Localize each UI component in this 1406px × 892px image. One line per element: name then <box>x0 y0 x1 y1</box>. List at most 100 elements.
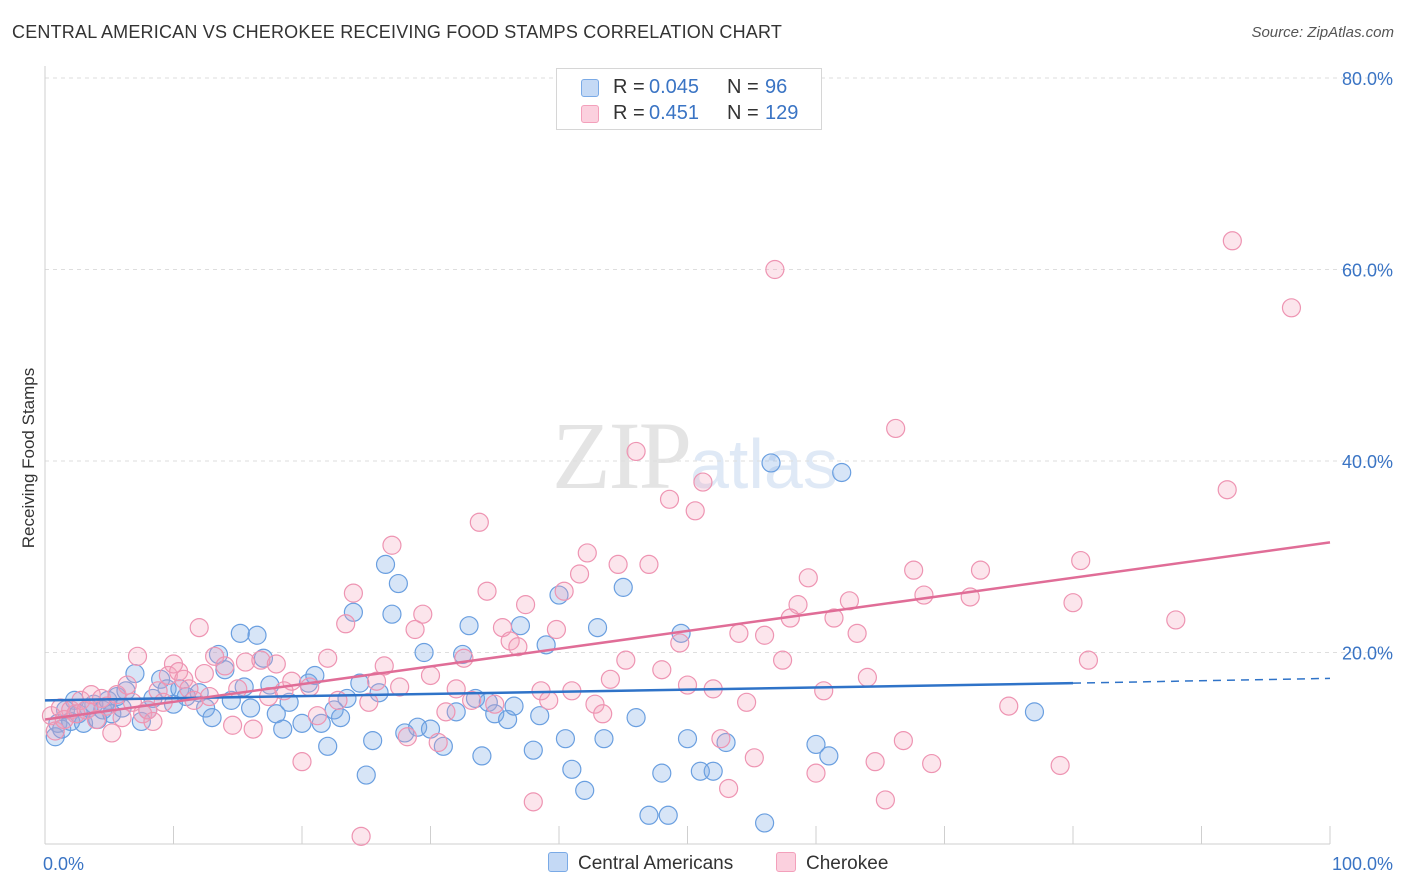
point-cherokee-32 <box>205 646 225 666</box>
legend-r-label: R = <box>613 102 645 124</box>
point-cherokee-65 <box>469 512 489 532</box>
point-cherokee-90 <box>677 675 698 695</box>
point-central-americans-32 <box>230 623 250 643</box>
point-cherokee-74 <box>539 690 559 710</box>
point-cherokee-127 <box>1222 231 1242 251</box>
point-cherokee-124 <box>1078 650 1099 670</box>
chart-title: CENTRAL AMERICAN VS CHEROKEE RECEIVING F… <box>12 22 783 42</box>
point-central-americans-62 <box>446 702 466 722</box>
point-cherokee-23 <box>158 665 178 686</box>
trend-line-cherokee <box>44 541 1331 721</box>
series-cherokee <box>41 231 1302 846</box>
point-cherokee-89 <box>670 633 690 653</box>
point-cherokee-94 <box>711 729 731 749</box>
trend-line-central-americans-extension <box>1072 677 1331 684</box>
point-central-americans-93 <box>806 734 826 755</box>
legend-n-label: N = <box>727 76 759 98</box>
point-cherokee-101 <box>772 650 793 670</box>
point-central-americans-40 <box>279 692 299 712</box>
point-cherokee-35 <box>228 679 248 699</box>
point-central-americans-18 <box>131 711 151 732</box>
point-cherokee-37 <box>243 719 263 739</box>
point-cherokee-52 <box>366 671 387 691</box>
point-central-americans-70 <box>504 696 524 716</box>
correlation-legend: R = 0.045 N = 96 R = 0.451 N = 129 <box>556 68 822 130</box>
point-cherokee-57 <box>405 619 425 640</box>
point-central-americans-91 <box>754 813 775 833</box>
point-central-americans-54 <box>375 554 396 575</box>
point-central-americans-47 <box>330 708 351 728</box>
point-cherokee-92 <box>693 472 713 492</box>
point-cherokee-29 <box>189 618 209 638</box>
legend-n-label: N = <box>727 102 759 124</box>
trend-lines <box>44 541 1331 721</box>
point-cherokee-67 <box>485 694 505 714</box>
point-cherokee-47 <box>328 690 348 710</box>
point-central-americans-78 <box>575 780 595 800</box>
watermark-zip: ZIP <box>552 402 692 509</box>
point-cherokee-48 <box>336 614 356 634</box>
point-central-americans-45 <box>318 736 338 756</box>
point-central-americans-31 <box>221 690 241 710</box>
tick-labels: 20.0% 40.0% 60.0% 80.0% 0.0% 100.0% <box>43 69 1393 874</box>
point-central-americans-96 <box>1024 702 1045 722</box>
point-cherokee-69 <box>500 631 520 651</box>
series-central-americans <box>45 453 1045 833</box>
point-cherokee-46 <box>318 648 338 668</box>
point-cherokee-59 <box>420 665 441 686</box>
point-cherokee-123 <box>1071 550 1091 571</box>
bottom-legend-swatch-cherokee <box>776 852 796 872</box>
point-cherokee-49 <box>343 583 363 603</box>
point-cherokee-66 <box>477 581 497 601</box>
point-cherokee-115 <box>904 560 924 580</box>
point-central-americans-81 <box>613 577 633 597</box>
point-cherokee-91 <box>685 501 705 521</box>
point-cherokee-119 <box>970 560 991 580</box>
source-credit: Source: ZipAtlas.com <box>1251 24 1394 41</box>
point-central-americans-73 <box>530 706 550 726</box>
point-cherokee-111 <box>865 752 885 772</box>
point-cherokee-106 <box>814 681 834 701</box>
point-central-americans-39 <box>273 719 293 739</box>
point-cherokee-82 <box>600 669 621 689</box>
y-tick-label-3: 80.0% <box>1342 69 1393 89</box>
point-cherokee-97 <box>737 692 757 712</box>
bottom-legend-central-americans: Central Americans <box>548 852 733 875</box>
legend-swatch-cherokee <box>581 105 599 123</box>
x-tick-label-1: 100.0% <box>1332 854 1393 874</box>
point-cherokee-63 <box>454 648 474 668</box>
point-cherokee-83 <box>608 554 628 575</box>
point-cherokee-53 <box>374 656 394 676</box>
gridlines <box>45 77 1392 653</box>
point-cherokee-120 <box>999 696 1019 716</box>
axes: Receiving Food Stamps <box>19 66 1331 845</box>
point-cherokee-55 <box>390 677 410 697</box>
point-cherokee-84 <box>616 650 636 670</box>
point-cherokee-17 <box>127 646 148 666</box>
point-cherokee-100 <box>765 259 785 280</box>
point-cherokee-34 <box>223 715 243 735</box>
point-cherokee-75 <box>546 619 567 640</box>
point-cherokee-80 <box>585 694 605 714</box>
point-cherokee-38 <box>251 650 271 670</box>
point-central-americans-77 <box>562 759 582 779</box>
point-central-americans-85 <box>658 805 678 825</box>
point-cherokee-85 <box>626 441 646 462</box>
point-central-americans-92 <box>761 453 781 473</box>
point-central-americans-55 <box>382 604 402 624</box>
point-central-americans-28 <box>202 708 222 728</box>
bottom-legend-swatch-central-americans <box>548 852 568 872</box>
point-cherokee-18 <box>133 704 153 724</box>
legend-row-cherokee: R = 0.451 N = 129 <box>557 101 821 127</box>
point-central-americans-84 <box>652 763 672 783</box>
point-cherokee-98 <box>744 748 764 768</box>
point-cherokee-116 <box>914 585 934 605</box>
point-cherokee-12 <box>102 723 122 743</box>
point-central-americans-35 <box>247 625 267 645</box>
point-cherokee-14 <box>112 708 132 728</box>
point-cherokee-61 <box>436 702 456 722</box>
point-cherokee-44 <box>300 677 320 697</box>
x-tick-label-0: 0.0% <box>43 854 84 874</box>
point-central-americans-94 <box>819 746 839 766</box>
